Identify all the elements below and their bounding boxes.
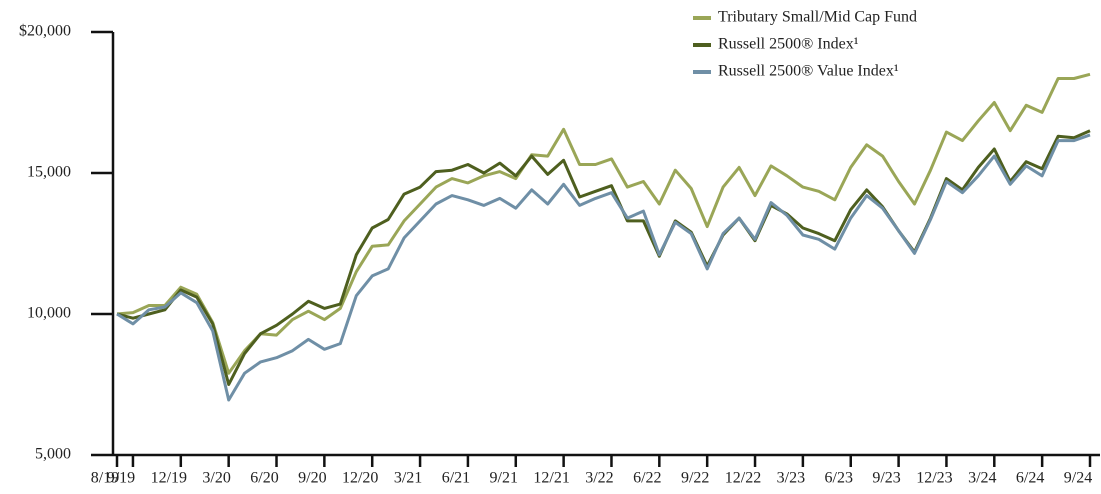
x-tick-label: 3/22 — [585, 470, 613, 487]
x-tick-label: 6/23 — [825, 470, 853, 487]
x-tick-label: 6/21 — [442, 470, 470, 487]
legend-label: Tributary Small/Mid Cap Fund — [718, 9, 917, 26]
y-tick-label: $20,000 — [19, 23, 71, 40]
legend-label: Russell 2500® Index¹ — [718, 36, 859, 53]
x-tick-label: 12/21 — [533, 470, 569, 487]
x-tick-label: 6/20 — [250, 470, 278, 487]
x-tick-label: 12/19 — [151, 470, 187, 487]
x-tick-label: 9/22 — [681, 470, 709, 487]
y-tick-label: 15,000 — [27, 164, 71, 181]
x-tick-label: 9/19 — [107, 470, 135, 487]
legend-label: Russell 2500® Value Index¹ — [718, 63, 899, 80]
x-tick-label: 3/20 — [202, 470, 230, 487]
x-tick-label: 6/22 — [633, 470, 661, 487]
y-tick-label: 5,000 — [35, 446, 71, 463]
series-line — [116, 72, 1091, 375]
series-line — [116, 133, 1091, 402]
x-tick-label: 6/24 — [1016, 470, 1044, 487]
x-tick-label: 3/23 — [777, 470, 805, 487]
x-tick-label: 9/20 — [298, 470, 326, 487]
series-line — [116, 129, 1091, 386]
x-tick-label: 12/23 — [916, 470, 952, 487]
x-tick-label: 9/23 — [872, 470, 900, 487]
x-tick-label: 8/19 — [91, 470, 119, 487]
x-tick-label: 12/20 — [342, 470, 378, 487]
x-tick-label: 9/21 — [490, 470, 518, 487]
x-tick-label: 9/24 — [1064, 470, 1092, 487]
x-tick-label: 3/24 — [968, 470, 996, 487]
x-tick-label: 12/22 — [725, 470, 761, 487]
y-tick-label: 10,000 — [27, 305, 71, 322]
x-tick-label: 3/21 — [394, 470, 422, 487]
